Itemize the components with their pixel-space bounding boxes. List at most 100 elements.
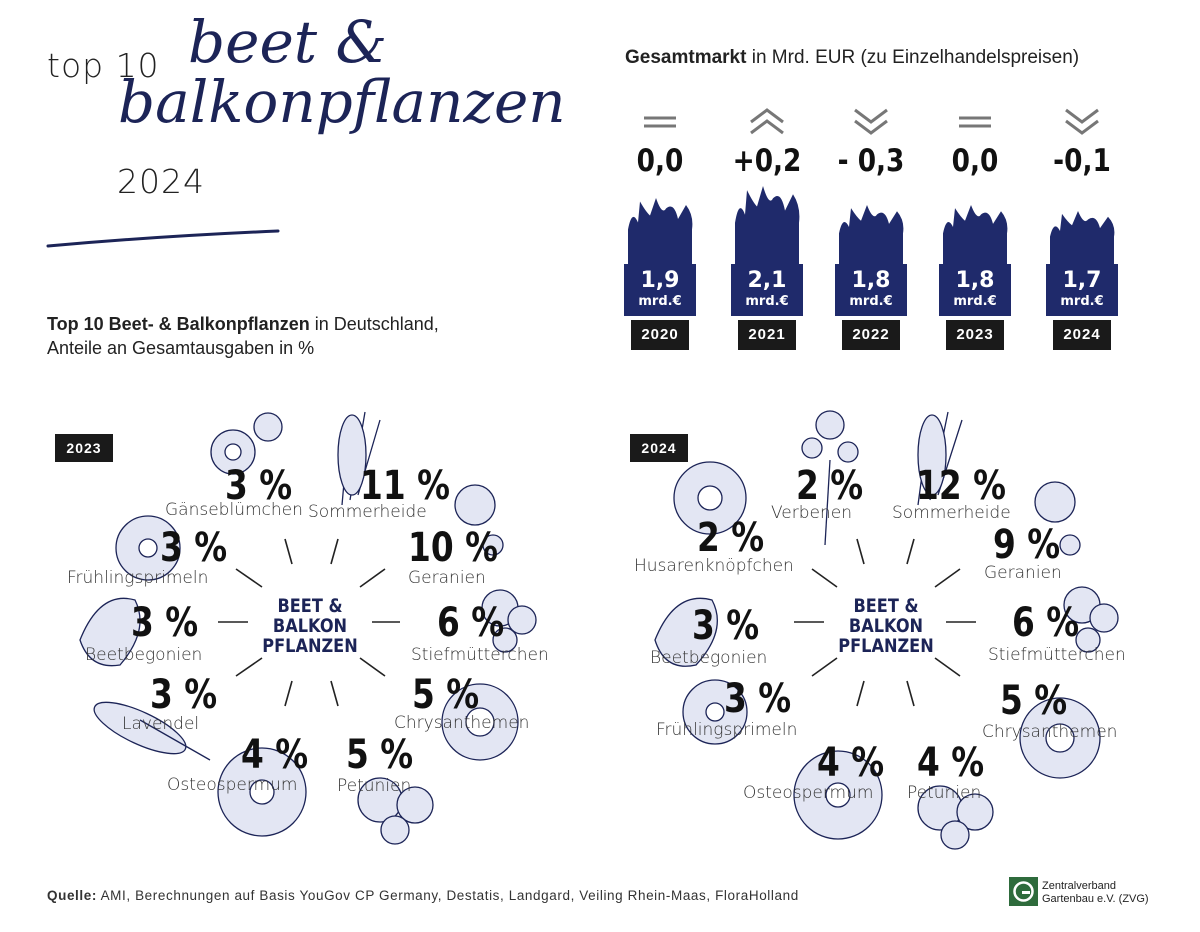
verbena-flower-icon: [801, 410, 859, 546]
market-title-rest: in Mrd. EUR (zu Einzelhandelspreisen): [746, 47, 1080, 68]
share-label-2023: Chrysanthemen: [394, 713, 530, 733]
begonia-flower-icon: [79, 597, 141, 667]
share-label-2024: Frühlingsprimeln: [656, 720, 798, 740]
chrysanthemum-flower-icon: [441, 683, 519, 761]
zvg-line: Gartenbau e.V. (ZVG): [1042, 893, 1149, 905]
market-change-value: - 0,3: [837, 143, 905, 179]
heather-flower-icon: [917, 411, 963, 506]
primrose-flower-icon: [115, 515, 181, 581]
share-value-2023: 3 %: [131, 600, 199, 646]
source-rest: AMI, Berechnungen auf Basis YouGov CP Ge…: [96, 888, 799, 903]
equal-icon: [959, 116, 991, 128]
lavender-flower-icon: [93, 701, 211, 761]
share-value-2023: 10 %: [408, 525, 498, 571]
market-bar-unit: mrd.€: [953, 294, 997, 309]
share-label-2023: Gänseblümchen: [165, 500, 303, 520]
share-value-2023: 3 %: [150, 672, 218, 718]
subtitle-bold: Top 10 Beet- & Balkonpflanzen: [47, 314, 310, 334]
market-change-value: +0,2: [732, 143, 802, 179]
share-label-2023: Sommerheide: [308, 502, 427, 522]
center-label-line: BALKON: [848, 615, 924, 637]
share-label-2023: Lavendel: [122, 714, 200, 734]
market-bar-unit: mrd.€: [1060, 294, 1104, 309]
market-year-label: 2023: [946, 320, 1004, 350]
share-value-2023: 4 %: [241, 732, 309, 778]
share-label-2024: Stiefmütterchen: [988, 645, 1126, 665]
center-label-line: BALKON: [272, 615, 348, 637]
center-label-line: PFLANZEN: [262, 635, 358, 657]
market-bar-unit: mrd.€: [638, 294, 682, 309]
zvg-logo-text: Zentralverband Gartenbau e.V. (ZVG): [1042, 880, 1149, 906]
share-value-2023: 3 %: [225, 463, 293, 509]
market-bar-value: 2,1: [747, 268, 787, 293]
equal-icon: [644, 116, 676, 128]
title-script: beet & balkonpflanzen: [118, 12, 566, 132]
share-label-2024: Petunien: [907, 783, 982, 803]
begonia-flower-icon: [654, 597, 718, 667]
center-label-2023: BEET & BALKON PFLANZEN: [257, 596, 362, 656]
market-bar: 1,7 mrd.€: [1046, 264, 1118, 316]
share-value-2024: 4 %: [817, 740, 885, 786]
osteospermum-flower-icon: [217, 747, 307, 837]
market-year-label: 2020: [631, 320, 689, 350]
share-value-2023: 6 %: [437, 600, 505, 646]
source-bold: Quelle:: [47, 888, 97, 903]
zvg-logo-icon: [1009, 877, 1038, 906]
subtitle-rest: in Deutschland,: [309, 314, 439, 334]
market-bar-value: 1,9: [640, 268, 680, 293]
market-year-label: 2024: [1053, 320, 1111, 350]
share-value-2024: 3 %: [724, 676, 792, 722]
flower-silhouette-icon: [943, 205, 1008, 268]
market-bar-value: 1,7: [1062, 268, 1102, 293]
share-label-2024: Beetbegonien: [650, 648, 768, 668]
share-value-2023: 11 %: [360, 463, 450, 509]
flower-illustrations-2024: [654, 410, 1119, 850]
market-bar: 2,1 mrd.€: [731, 264, 803, 316]
geranium-flower-icon: [1034, 481, 1081, 556]
share-label-2024: Geranien: [984, 563, 1062, 583]
title-script-line2: balkonpflanzen: [118, 68, 566, 136]
market-bar-unit: mrd.€: [745, 294, 789, 309]
share-label-2024: Sommerheide: [892, 503, 1011, 523]
pansy-flower-icon: [1063, 586, 1119, 653]
flower-silhouette-icon: [1050, 211, 1115, 268]
center-label-line: PFLANZEN: [838, 635, 934, 657]
market-change-value: 0,0: [951, 143, 999, 179]
market-title: Gesamtmarkt in Mrd. EUR (zu Einzelhandel…: [625, 47, 1079, 69]
rays-2023: [218, 538, 400, 707]
up-chevron-icon: [750, 108, 784, 135]
center-label-line: BEET &: [277, 595, 343, 617]
osteospermum-flower-icon: [793, 750, 883, 840]
flower-silhouette-icon: [628, 198, 693, 268]
market-bar-unit: mrd.€: [849, 294, 893, 309]
market-bar-value: 1,8: [955, 268, 995, 293]
title-top10: top 10: [47, 46, 160, 85]
subtitle-line2: Anteile an Gesamtausgaben in %: [47, 338, 315, 358]
share-value-2024: 3 %: [692, 603, 760, 649]
flower-illustrations-2023: [79, 411, 537, 845]
petunia-flower-icon: [357, 777, 434, 845]
flower-silhouette-icon: [839, 205, 904, 268]
share-value-2023: 5 %: [346, 732, 414, 778]
center-label-line: BEET &: [853, 595, 919, 617]
down-chevron-icon: [1065, 108, 1099, 135]
share-value-2024: 5 %: [1000, 678, 1068, 724]
chart-subtitle: Top 10 Beet- & Balkonpflanzen in Deutsch…: [47, 312, 439, 360]
primrose-flower-icon: [682, 679, 748, 745]
share-label-2024: Chrysanthemen: [982, 722, 1118, 742]
zvg-line: Zentralverband: [1042, 880, 1116, 892]
market-bar: 1,8 mrd.€: [939, 264, 1011, 316]
market-year-label: 2021: [738, 320, 796, 350]
share-label-2023: Geranien: [408, 568, 486, 588]
share-value-2024: 2 %: [697, 515, 765, 561]
share-label-2023: Petunien: [337, 776, 412, 796]
rays-2024: [794, 538, 976, 707]
market-bar: 1,9 mrd.€: [624, 264, 696, 316]
husarenknoepfchen-flower-icon: [673, 461, 747, 535]
share-label-2024: Verbenen: [771, 503, 853, 523]
year-tag-2023: 2023: [55, 434, 113, 462]
share-value-2023: 3 %: [160, 525, 228, 571]
share-label-2023: Osteospermum: [167, 775, 298, 795]
share-value-2024: 6 %: [1012, 600, 1080, 646]
